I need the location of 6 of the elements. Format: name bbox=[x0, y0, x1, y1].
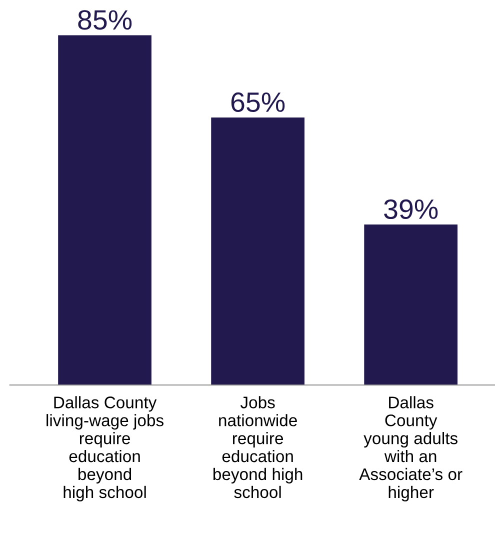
data-label: 85% bbox=[78, 10, 132, 30]
x-tick-label: Dallas County young adults with an Associate’s or higher bbox=[359, 396, 462, 502]
x-tick-label: Jobs nationwide require education beyond high school bbox=[213, 396, 302, 498]
data-label: 39% bbox=[384, 199, 438, 220]
data-label: 65% bbox=[231, 92, 285, 112]
x-tick-label: Dallas County living-wage jobs require education beyond high school bbox=[46, 396, 164, 502]
